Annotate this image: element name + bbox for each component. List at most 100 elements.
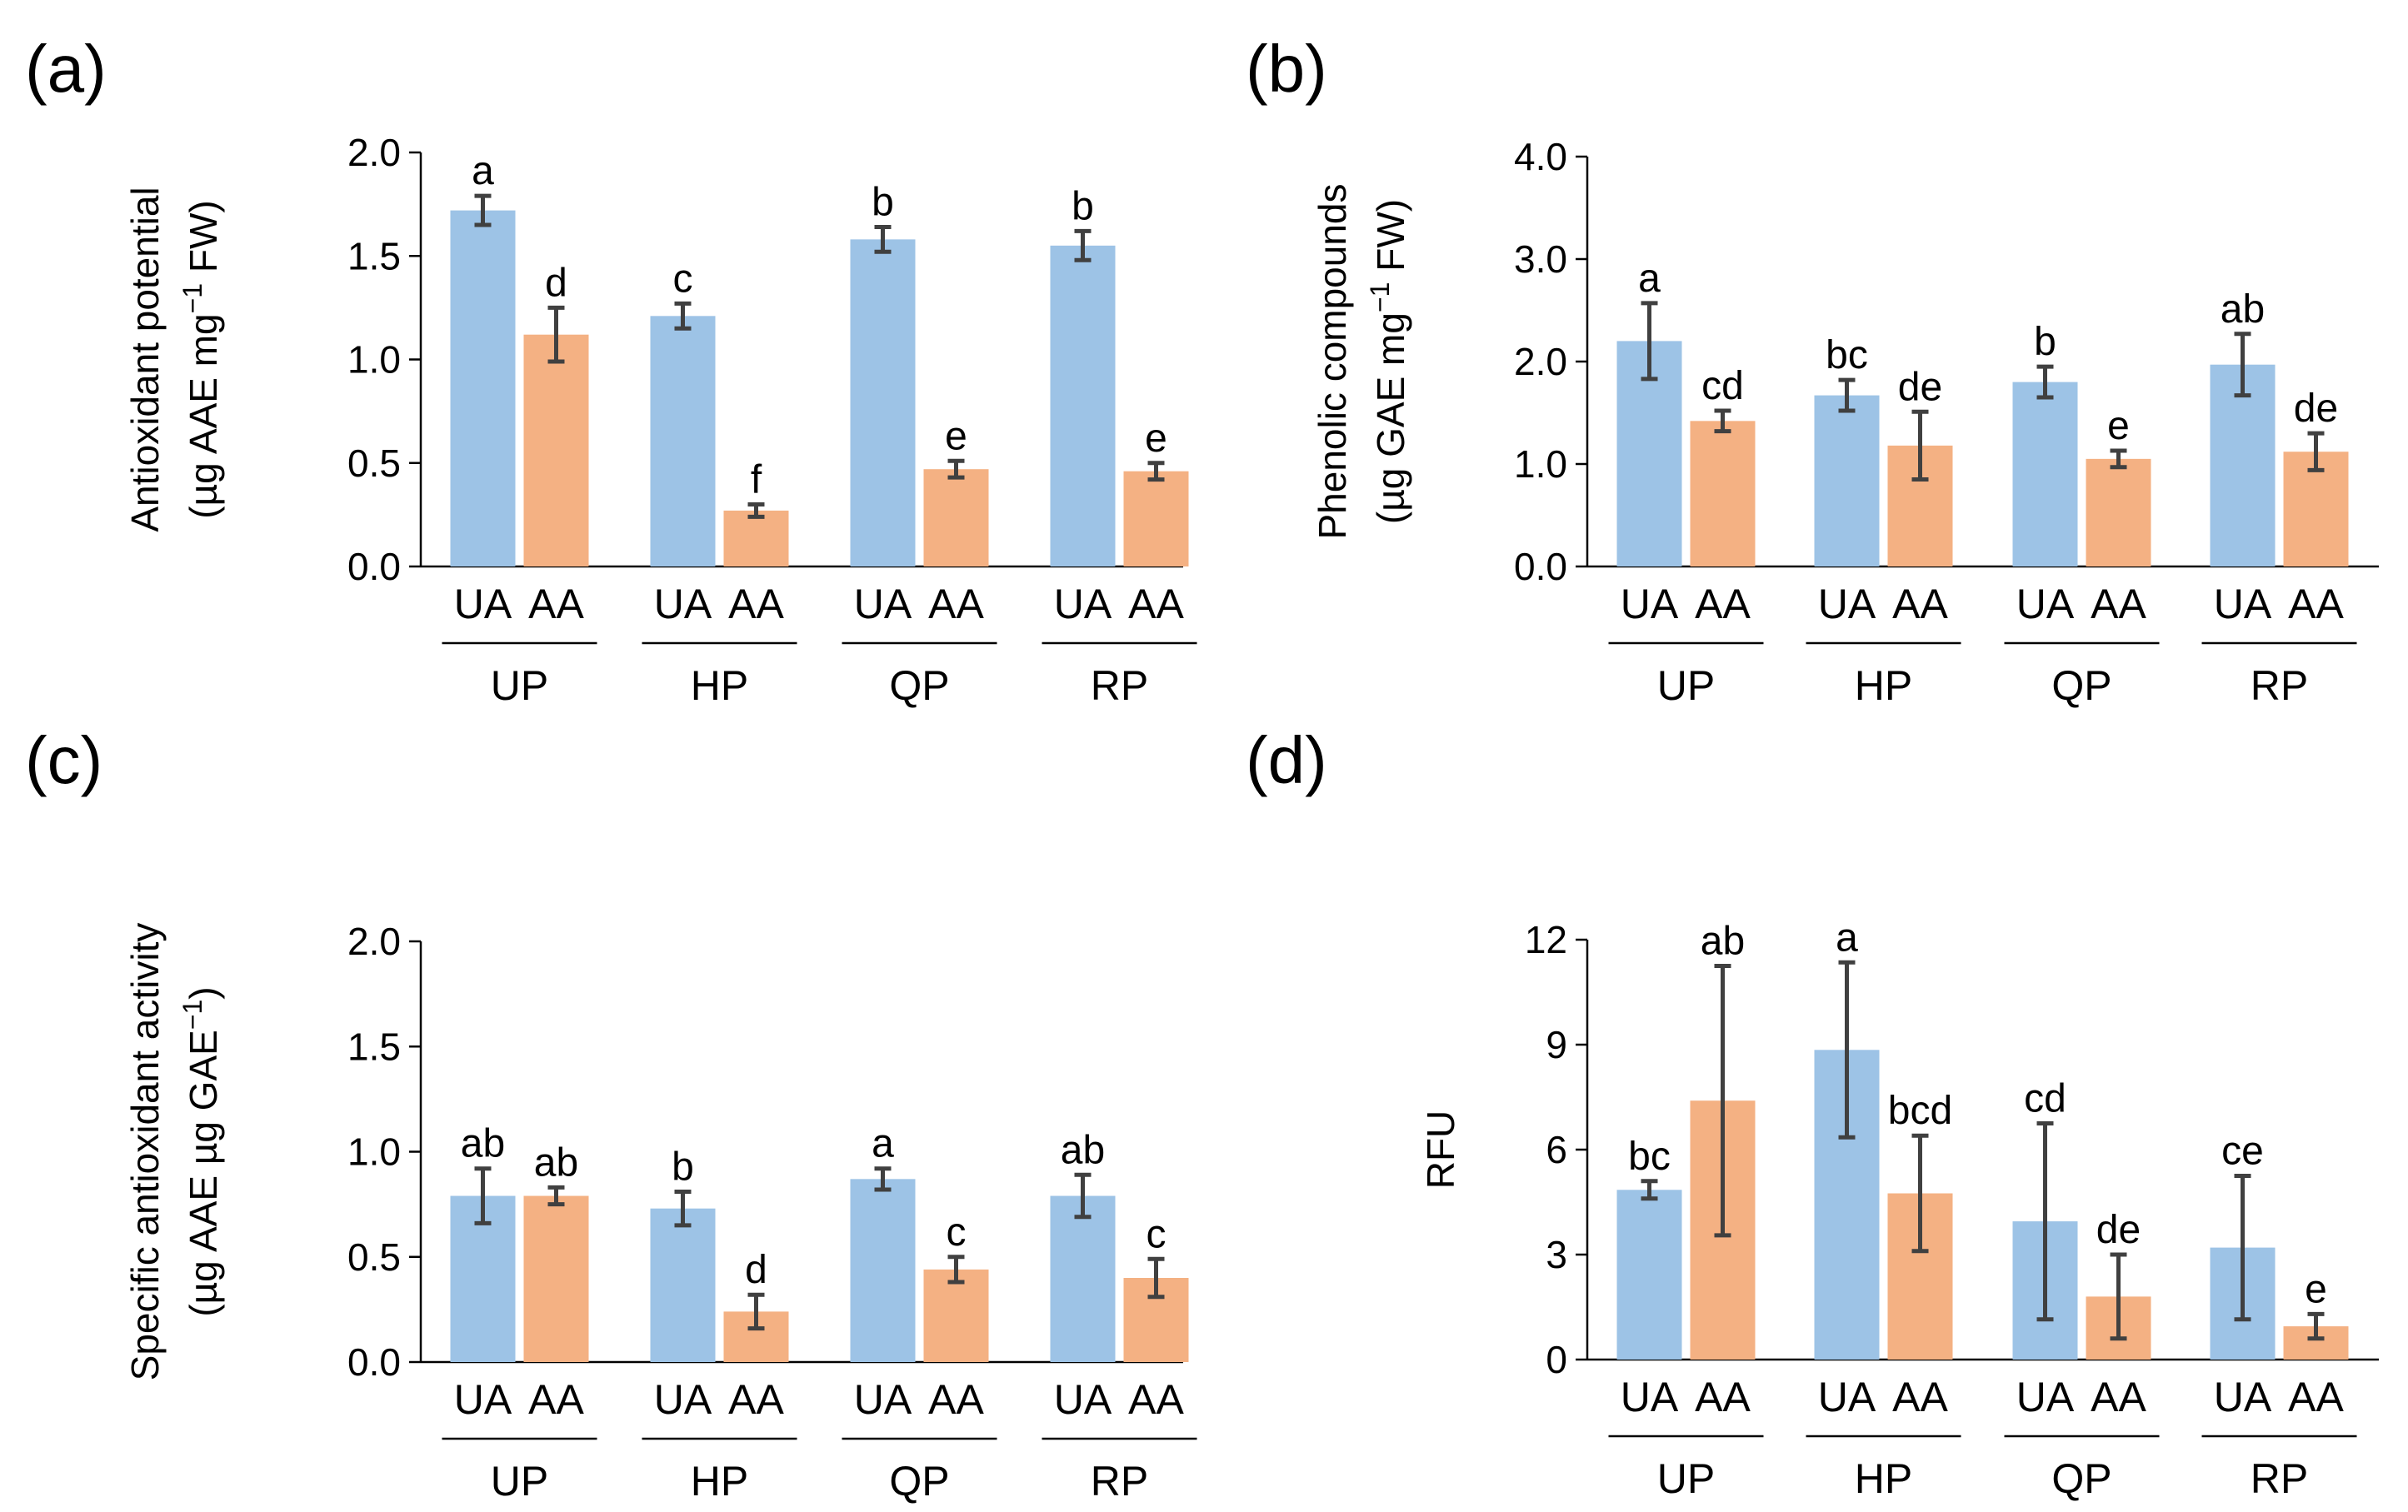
significance-letter: c [1147, 1212, 1167, 1256]
x-category-label: AA [1128, 581, 1184, 627]
y-axis-label-unit: (µg AAE µg GAE [182, 1030, 225, 1316]
x-category-label: AA [2091, 1374, 2146, 1420]
x-category-label: UA [454, 1376, 512, 1423]
x-group-label: UP [491, 1458, 548, 1505]
y-axis-label-exponent: −1 [177, 283, 207, 313]
y-tick-label: 0.0 [347, 1340, 401, 1384]
significance-letter: b [2034, 320, 2056, 364]
bar-aa-up [523, 334, 589, 566]
significance-letter: bc [1628, 1135, 1671, 1179]
significance-letter: a [1638, 257, 1661, 301]
y-tick-label: 0.5 [347, 442, 401, 485]
bar-aa-hp [723, 510, 789, 566]
y-tick-label: 1.0 [1514, 442, 1567, 486]
x-category-label: UA [854, 1376, 912, 1423]
significance-letter: d [545, 261, 567, 305]
x-group-label: HP [1855, 662, 1912, 709]
x-category-label: UA [1621, 1374, 1679, 1420]
chart-panel-c: (c) 0.0 0.5 1.0 1.5 2.0 Specific antioxidant a… [25, 723, 1197, 1505]
x-group-label: HP [691, 662, 748, 709]
y-axis-label-exponent: −1 [1365, 282, 1395, 312]
x-category-label: AA [1892, 581, 1948, 627]
significance-letter: b [1072, 184, 1094, 228]
bar-ua-qp [850, 239, 916, 566]
y-tick-label: 0.0 [347, 545, 401, 588]
y-axis-label-line1: RFU [1419, 1110, 1462, 1190]
y-tick-label: 6 [1546, 1128, 1567, 1171]
x-group-label: UP [1657, 1455, 1715, 1502]
x-category-label: UA [654, 1376, 712, 1423]
bar-aa-up [523, 1195, 589, 1362]
y-axis-label-unit: (µg GAE mg [1369, 312, 1412, 524]
x-category-label: UA [1054, 1376, 1112, 1423]
significance-letter: f [751, 457, 762, 502]
y-tick-label: 3.0 [1514, 237, 1567, 281]
significance-letter: b [872, 180, 894, 224]
x-category-label: AA [1695, 1374, 1751, 1420]
x-group-label: RP [2251, 1455, 2308, 1502]
y-axis-label-unit: (µg AAE mg [182, 313, 225, 518]
significance-letter: a [872, 1122, 894, 1166]
bar-ua-up [1616, 1190, 1682, 1360]
bar-aa-qp [923, 1269, 989, 1362]
x-category-label: UA [1621, 581, 1679, 627]
y-axis-label-exponent: −1 [177, 1000, 207, 1030]
significance-letter: ce [2221, 1130, 2264, 1174]
significance-letter: d [745, 1248, 767, 1292]
significance-letter: ab [1061, 1128, 1105, 1172]
significance-letter: e [1145, 417, 1167, 461]
bar-aa-up [1690, 421, 1756, 566]
significance-letter: de [2294, 387, 2338, 431]
y-axis-label-line2: (µg GAE mg−1 FW) [1365, 199, 1412, 524]
y-tick-label: 1.0 [347, 1130, 401, 1174]
x-category-label: UA [454, 581, 512, 627]
significance-letter: ab [461, 1122, 505, 1166]
significance-letter: c [673, 257, 693, 301]
bar-ua-hp [1814, 395, 1880, 566]
bar-aa-qp [923, 469, 989, 566]
y-tick-label: 9 [1546, 1023, 1567, 1066]
x-group-label: QP [889, 1458, 949, 1505]
x-category-label: UA [854, 581, 912, 627]
y-axis-label-unit-suffix: FW) [1369, 199, 1412, 282]
y-tick-label: 1.5 [347, 234, 401, 277]
x-group-label: HP [1855, 1455, 1912, 1502]
y-tick-label: 1.0 [347, 338, 401, 382]
x-category-label: AA [1695, 581, 1751, 627]
y-tick-label: 0 [1546, 1338, 1567, 1381]
significance-letter: ab [1701, 920, 1745, 964]
x-category-label: AA [728, 581, 784, 627]
x-category-label: UA [2214, 581, 2272, 627]
panel-label: (b) [1246, 32, 1327, 106]
panel-label: (c) [25, 723, 102, 797]
x-category-label: UA [2016, 1374, 2075, 1420]
x-group-label: HP [691, 1458, 748, 1505]
x-category-label: AA [928, 581, 984, 627]
y-tick-label: 1.5 [347, 1025, 401, 1068]
x-group-label: RP [2251, 662, 2308, 709]
significance-letter: de [1898, 365, 1942, 409]
significance-letter: c [947, 1210, 967, 1255]
y-tick-label: 12 [1525, 918, 1567, 961]
x-category-label: AA [2091, 581, 2146, 627]
x-group-label: UP [491, 662, 548, 709]
x-category-label: AA [2288, 1374, 2344, 1420]
significance-letter: e [945, 414, 967, 458]
bar-aa-rp [1123, 471, 1189, 566]
bar-ua-rp [1050, 245, 1116, 566]
x-group-label: RP [1091, 662, 1148, 709]
x-group-label: RP [1091, 1458, 1148, 1505]
bar-ua-qp [850, 1179, 916, 1362]
x-category-label: AA [2288, 581, 2344, 627]
y-axis-label-line2: (µg AAE µg GAE−1) [177, 986, 225, 1316]
x-group-label: QP [2051, 1455, 2111, 1502]
significance-letter: ab [534, 1140, 578, 1185]
y-tick-label: 2.0 [1514, 340, 1567, 383]
x-group-label: QP [889, 662, 949, 709]
significance-letter: b [672, 1145, 694, 1189]
y-tick-label: 2.0 [347, 920, 401, 963]
x-category-label: UA [2214, 1374, 2272, 1420]
y-tick-label: 4.0 [1514, 135, 1567, 178]
